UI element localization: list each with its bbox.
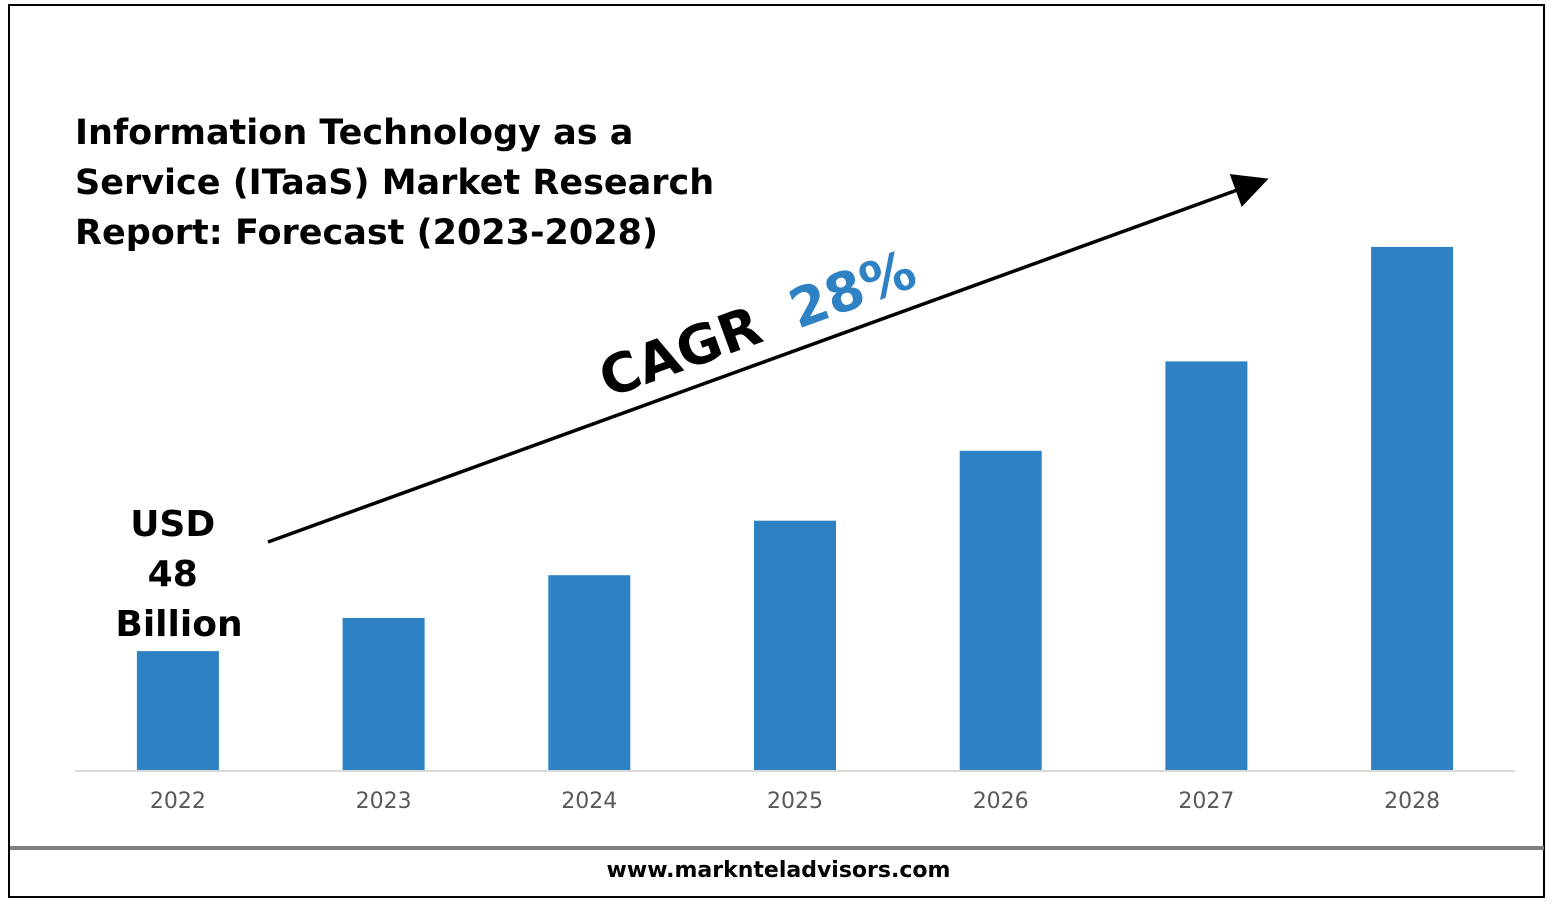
bar-2026 <box>959 450 1042 770</box>
bar-2025 <box>754 520 836 770</box>
bar-2022 <box>136 651 219 770</box>
x-tick-label: 2027 <box>1178 789 1234 814</box>
start-value-line: 48 <box>148 554 198 595</box>
start-value-annotation: USD 48 Billion <box>115 504 242 645</box>
x-tick-label: 2026 <box>973 789 1029 814</box>
bar-2023 <box>342 617 425 770</box>
bar-2027 <box>1165 361 1248 770</box>
chart-title: Information Technology as a Service (ITa… <box>75 113 715 253</box>
cagr-value: 28% <box>781 238 924 341</box>
x-tick-label: 2022 <box>150 789 206 814</box>
cagr-annotation: CAGR 28% <box>591 238 924 410</box>
start-value-line: USD <box>130 504 215 545</box>
x-tick-label: 2025 <box>767 789 823 814</box>
cagr-arrow <box>267 174 1269 544</box>
x-tick-label: 2024 <box>561 789 617 814</box>
bar-2024 <box>548 575 631 770</box>
footer-divider <box>10 846 1544 850</box>
start-value-line: Billion <box>115 604 242 645</box>
x-tick-label: 2023 <box>356 789 412 814</box>
bar-2028 <box>1371 246 1454 770</box>
x-tick-label: 2028 <box>1384 789 1440 814</box>
footer-url: www.marknteladvisors.com <box>606 858 951 883</box>
